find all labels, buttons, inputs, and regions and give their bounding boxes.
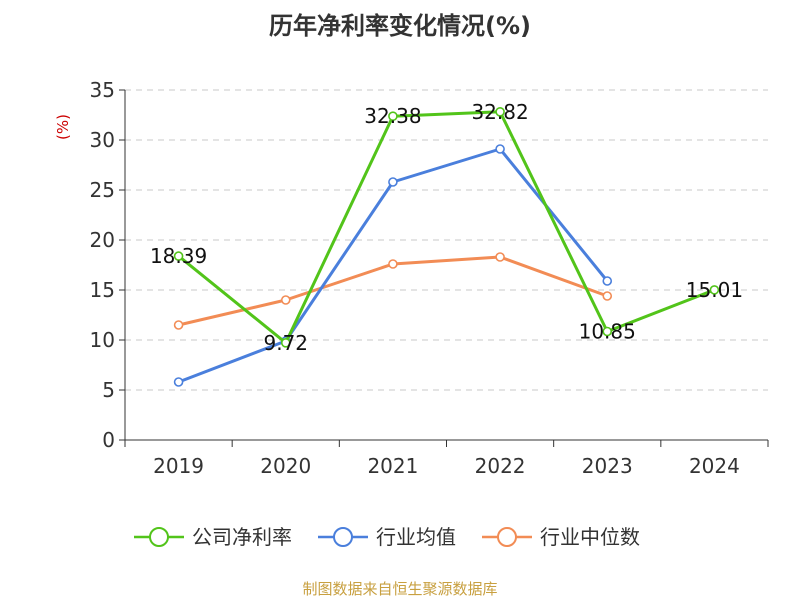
source-note: 制图数据来自恒生聚源数据库 xyxy=(302,580,497,598)
legend[interactable]: 公司净利率 行业均值 行业中位数 xyxy=(134,525,640,549)
legend-marker xyxy=(333,527,353,547)
y-tick-label: 10 xyxy=(90,328,115,352)
data-point xyxy=(602,291,613,301)
data-point xyxy=(280,337,291,348)
data-point xyxy=(495,144,505,154)
data-label: 18.39 xyxy=(150,244,207,268)
y-axis-label: (%) xyxy=(54,114,72,140)
data-point xyxy=(388,177,398,187)
data-labels: 18.39 9.72 32.38 32.82 10.85 15.01 xyxy=(150,100,743,355)
x-tick-label: 2019 xyxy=(153,454,204,478)
data-label: 32.82 xyxy=(471,100,528,124)
x-tick-label: 2021 xyxy=(367,454,418,478)
y-tick-label: 25 xyxy=(90,178,115,202)
data-point xyxy=(173,320,184,330)
y-tick-label: 20 xyxy=(90,228,115,252)
y-tick-label: 0 xyxy=(102,428,115,452)
x-tick-label: 2020 xyxy=(260,454,311,478)
data-point xyxy=(602,276,613,286)
data-point xyxy=(388,111,398,121)
data-point xyxy=(173,377,184,387)
data-point xyxy=(280,295,291,305)
data-label: 15.01 xyxy=(686,278,743,302)
data-point xyxy=(602,326,613,337)
data-point xyxy=(173,251,184,261)
chart-title: 历年净利率变化情况(%) xyxy=(269,12,531,40)
legend-item[interactable]: 行业中位数 xyxy=(482,525,640,549)
x-tick-label: 2023 xyxy=(582,454,633,478)
series-lines xyxy=(173,107,720,387)
grid-lines xyxy=(125,89,768,391)
legend-item[interactable]: 行业均值 xyxy=(318,525,456,549)
legend-label: 行业中位数 xyxy=(540,525,640,549)
x-tick-label: 2024 xyxy=(689,454,740,478)
data-label: 9.72 xyxy=(263,331,308,355)
data-label: 10.85 xyxy=(579,320,636,344)
axes: 0 5 10 15 20 25 30 35 2019 2020 2021 2022 2023 2024 xyxy=(90,78,769,478)
y-tick-label: 35 xyxy=(90,78,115,102)
legend-label: 行业均值 xyxy=(376,525,456,549)
legend-item[interactable]: 公司净利率 xyxy=(134,525,292,549)
y-tick-label: 30 xyxy=(90,128,115,152)
data-point xyxy=(388,259,398,269)
x-tick-label: 2022 xyxy=(475,454,526,478)
data-point xyxy=(709,285,720,295)
legend-label: 公司净利率 xyxy=(192,525,292,549)
series-line xyxy=(177,110,715,345)
legend-marker xyxy=(497,527,517,547)
y-tick-label: 5 xyxy=(102,378,115,402)
data-point xyxy=(495,107,505,117)
legend-marker xyxy=(149,527,169,547)
y-tick-label: 15 xyxy=(90,278,115,302)
data-label: 32.38 xyxy=(364,104,421,128)
data-point xyxy=(495,252,505,262)
